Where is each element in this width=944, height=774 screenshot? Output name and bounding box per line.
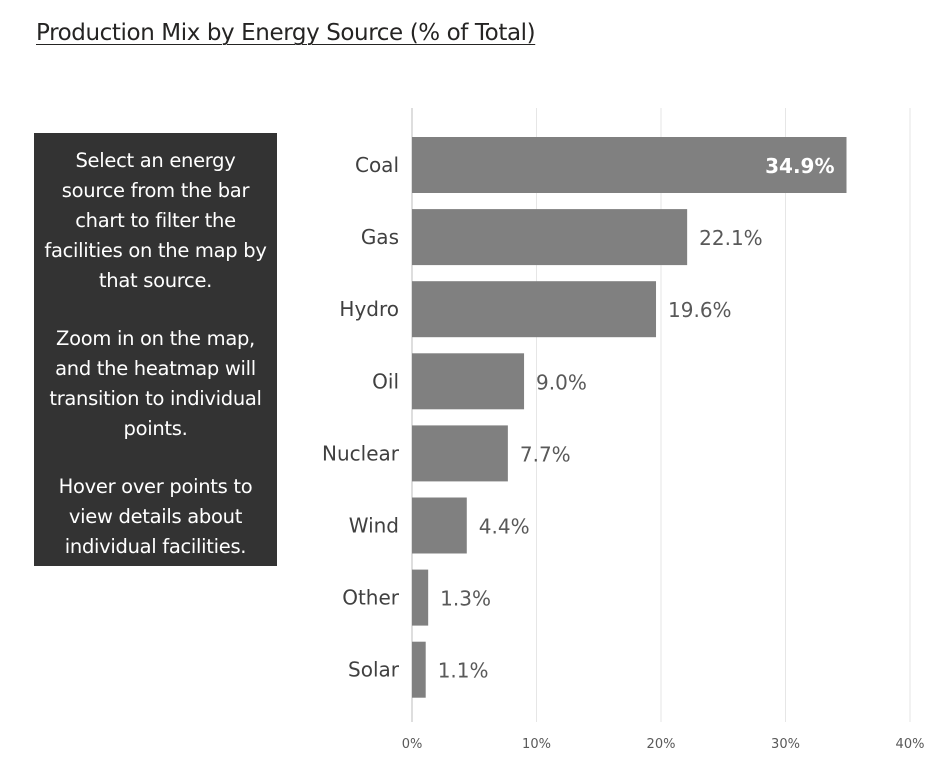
category-label[interactable]: Wind bbox=[349, 514, 399, 538]
x-tick-label: 20% bbox=[647, 737, 676, 752]
data-label: 19.6% bbox=[668, 298, 732, 322]
gridlines bbox=[411, 108, 911, 722]
instruction-text: Zoom in on the map, and the heatmap will… bbox=[49, 327, 262, 440]
bars bbox=[412, 137, 847, 698]
category-label[interactable]: Nuclear bbox=[322, 441, 400, 465]
data-label: 1.3% bbox=[440, 587, 491, 611]
data-label: 4.4% bbox=[479, 515, 530, 539]
instructions-panel: Select an energy source from the bar cha… bbox=[34, 133, 277, 566]
data-label: 22.1% bbox=[699, 226, 763, 250]
x-tick-label: 40% bbox=[896, 737, 925, 752]
bar-oil[interactable] bbox=[412, 353, 525, 410]
data-label: 7.7% bbox=[520, 442, 571, 466]
bar-gas[interactable] bbox=[412, 209, 688, 266]
bar-solar[interactable] bbox=[412, 641, 426, 698]
bar-nuclear[interactable] bbox=[412, 425, 508, 482]
data-label: 34.9% bbox=[765, 154, 834, 178]
data-label: 9.0% bbox=[536, 370, 587, 394]
x-tick-label: 0% bbox=[402, 737, 423, 752]
x-tick-label: 30% bbox=[771, 737, 800, 752]
instruction-text: Hover over points to view details about … bbox=[58, 475, 253, 558]
category-label[interactable]: Coal bbox=[355, 153, 399, 177]
bar-hydro[interactable] bbox=[412, 281, 657, 338]
category-label[interactable]: Hydro bbox=[339, 297, 399, 321]
category-label[interactable]: Oil bbox=[372, 369, 399, 393]
bar-coal[interactable] bbox=[412, 137, 847, 193]
category-label[interactable]: Other bbox=[342, 586, 400, 610]
category-label[interactable]: Gas bbox=[361, 225, 399, 249]
x-tick-label: 10% bbox=[522, 737, 551, 752]
labels: 0% 10% 20% 30% 40% Coal 34.9% Gas 22.1% Hydro 19.6… bbox=[322, 153, 924, 752]
category-label[interactable]: Solar bbox=[348, 658, 400, 682]
chart-title[interactable]: Production Mix by Energy Source (% of To… bbox=[36, 20, 536, 46]
instruction-text: Select an energy source from the bar cha… bbox=[44, 149, 267, 292]
data-label: 1.1% bbox=[438, 659, 489, 683]
bar-wind[interactable] bbox=[412, 497, 467, 554]
bar-other[interactable] bbox=[412, 569, 429, 626]
